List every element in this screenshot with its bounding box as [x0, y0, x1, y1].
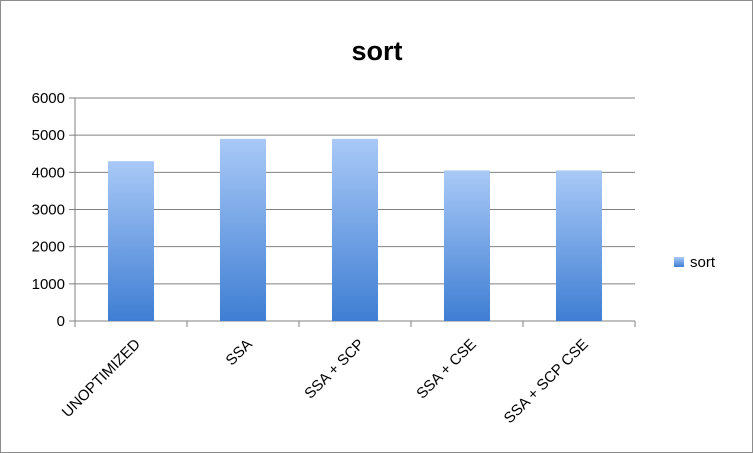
bar: [556, 170, 602, 321]
bar: [108, 161, 154, 321]
y-tick-label: 5000: [32, 127, 65, 144]
x-tick-label: SSA + CSE: [413, 336, 480, 403]
x-tick-label: SSA + SCP: [301, 336, 368, 403]
y-tick-label: 1000: [32, 276, 65, 293]
y-tick-label: 4000: [32, 164, 65, 181]
legend-swatch: [674, 257, 684, 267]
y-axis-ticks: 0 1000 2000 3000 4000 5000 6000: [32, 90, 75, 330]
bar: [444, 170, 490, 321]
y-tick-label: 0: [57, 313, 65, 330]
bar: [332, 138, 378, 321]
x-tick-label: SSA + SCP CSE: [501, 336, 592, 427]
y-tick-label: 2000: [32, 239, 65, 256]
x-axis-labels: UNOPTIMIZED SSA SSA + SCP SSA + CSE SSA + SC…: [59, 321, 636, 427]
y-tick-label: 6000: [32, 90, 65, 107]
legend-label-sort: sort: [690, 254, 716, 271]
x-tick-label: SSA: [223, 336, 256, 369]
x-tick-label: UNOPTIMIZED: [59, 336, 144, 421]
bar: [220, 138, 266, 321]
bars: [108, 138, 602, 321]
chart-title: sort: [351, 36, 402, 66]
y-tick-label: 3000: [32, 202, 65, 219]
legend: sort: [674, 254, 716, 271]
